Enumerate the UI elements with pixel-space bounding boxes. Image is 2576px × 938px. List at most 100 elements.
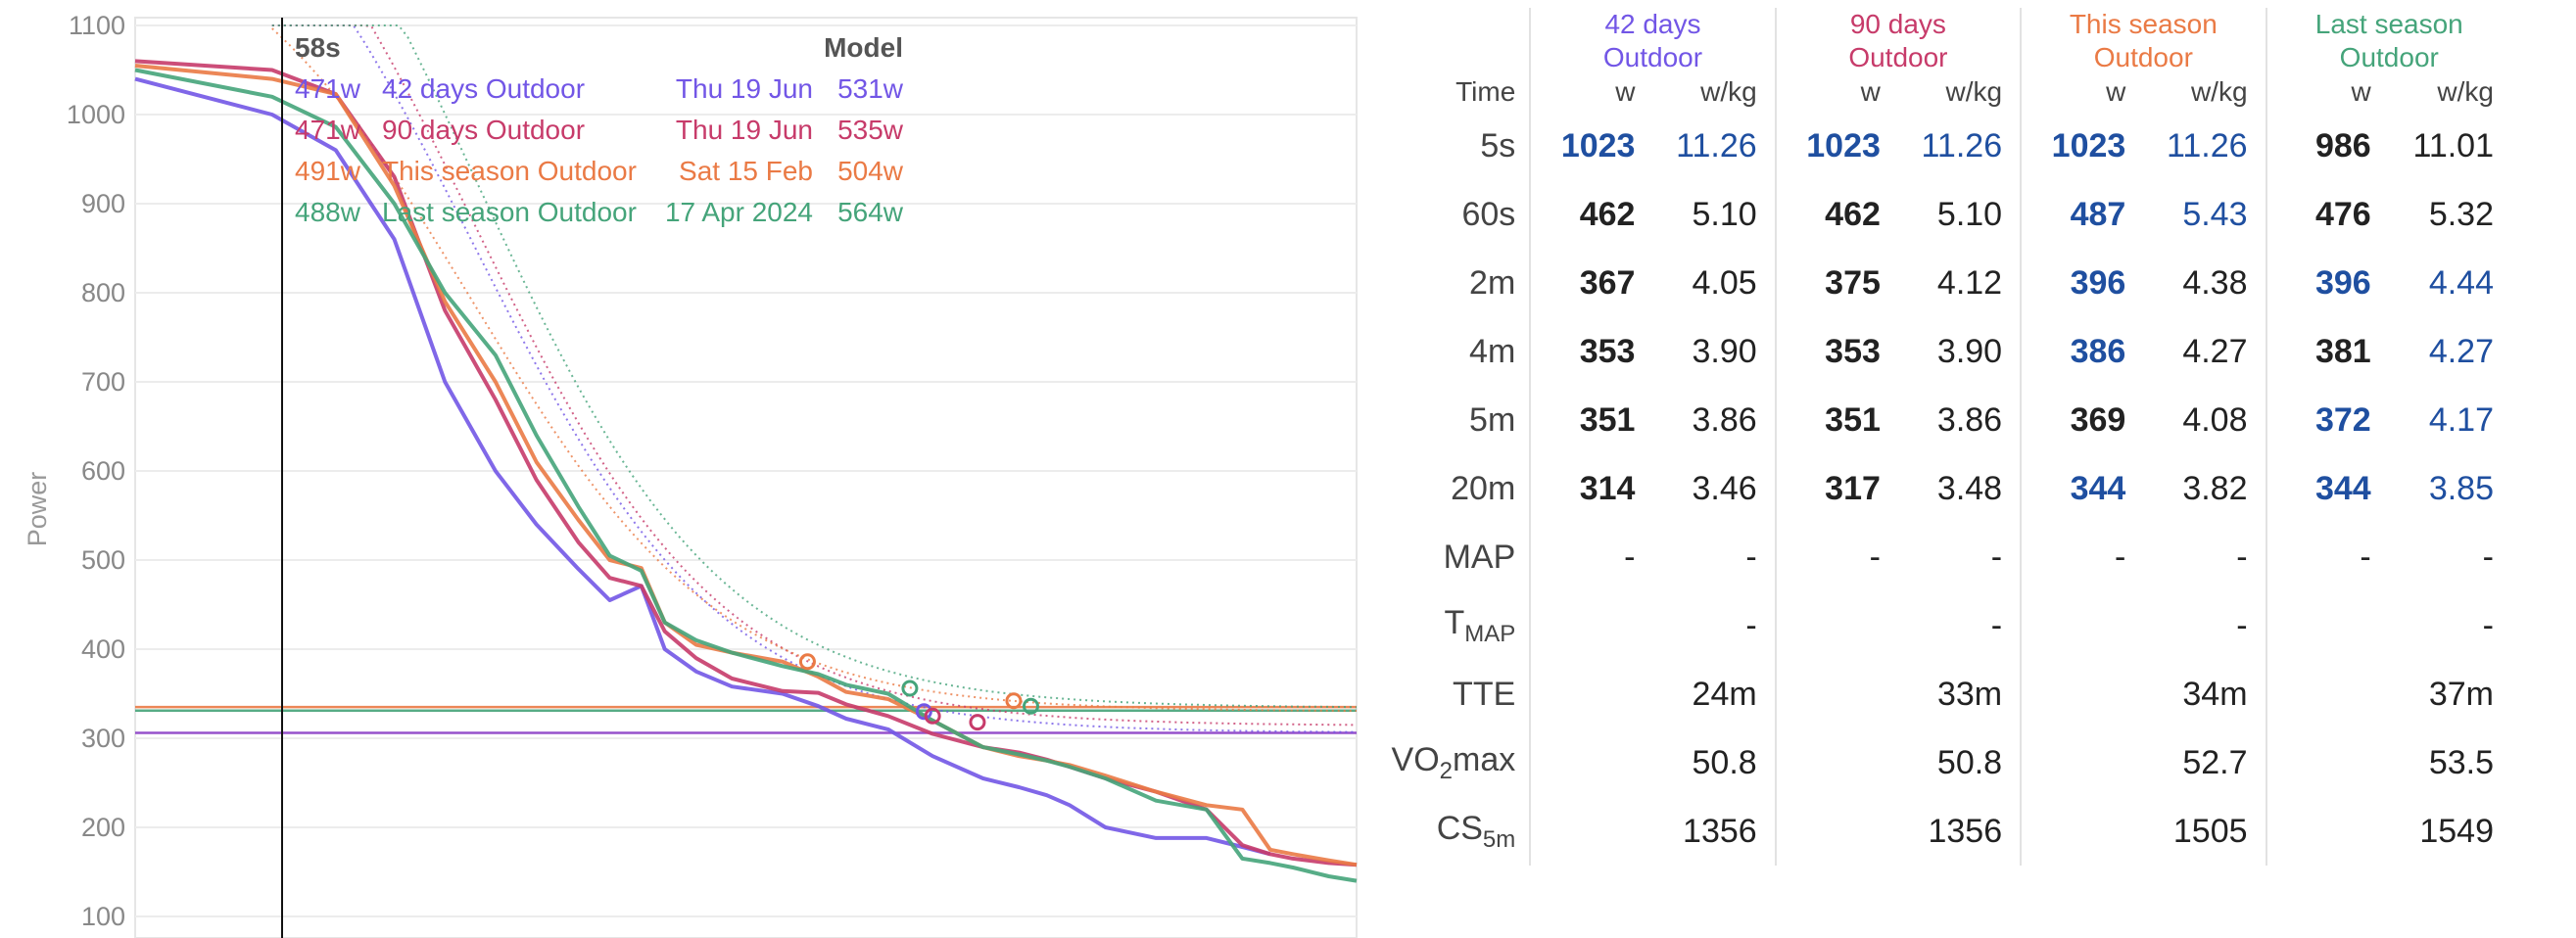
cell-watts: 351 [1774, 386, 1898, 454]
cell-watts: 462 [1529, 180, 1653, 249]
row-label: TMAP [1444, 603, 1516, 647]
legend-date: Sat 15 Feb [679, 156, 813, 186]
cell-watts: 351 [1529, 386, 1653, 454]
row-label: VO2max [1391, 740, 1516, 784]
cell-watts: 314 [1529, 454, 1653, 523]
cell-watts: 986 [2265, 112, 2389, 180]
group-header-line2: Outdoor [2339, 42, 2439, 72]
y-tick-label: 900 [81, 189, 125, 218]
cell-watts: 487 [2020, 180, 2144, 249]
cell-watts [2020, 797, 2144, 866]
row-label: 5m [1469, 400, 1516, 439]
legend-date: Thu 19 Jun [676, 73, 813, 104]
legend-name: This season Outdoor [382, 156, 637, 186]
cell-wkg: - [1990, 538, 2003, 576]
cell-watts: 381 [2265, 317, 2389, 386]
best-effort-marker [969, 714, 986, 731]
cell-wkg: 50.8 [1936, 743, 2003, 781]
best-effort-marker [915, 703, 932, 721]
table-group-header-row: 42 days Outdoor 90 days Outdoor This season O… [1375, 8, 2511, 76]
cell-watts: 476 [2265, 180, 2389, 249]
cell-wkg: 5.10 [1936, 195, 2003, 233]
legend-value: 471w [295, 115, 361, 145]
cell-watts [1774, 797, 1898, 866]
group-header[interactable]: This season Outdoor [2020, 8, 2266, 76]
power-summary-table: 42 days Outdoor 90 days Outdoor This season O… [1375, 8, 2511, 866]
y-tick-label: 1000 [67, 100, 125, 129]
cell-watts: - [2020, 523, 2144, 591]
cell-watts [2020, 728, 2144, 797]
cell-watts [1774, 728, 1898, 797]
cell-watts: 353 [1774, 317, 1898, 386]
cell-wkg: - [1990, 606, 2003, 644]
cell-wkg: 4.05 [1692, 263, 1757, 302]
unit-wkg-header: w/kg [1700, 76, 1757, 107]
plot-frame [134, 17, 1358, 938]
table-row: 5s 1023 11.26 1023 11.26 1023 11.26 986 11.01 [1375, 112, 2511, 180]
unit-w-header: w [1529, 76, 1653, 112]
cell-wkg: 4.17 [2428, 400, 2494, 439]
series-lines [134, 59, 1358, 883]
table-row: 2m 367 4.05 375 4.12 396 4.38 396 4.44 [1375, 249, 2511, 317]
table-row: TMAP - - - - [1375, 591, 2511, 660]
cell-watts: - [1529, 523, 1653, 591]
cell-wkg: 1549 [2419, 812, 2494, 850]
cell-wkg: 4.27 [2182, 332, 2248, 370]
cp-lines [135, 705, 1357, 734]
y-axis-title: Power [23, 472, 52, 547]
legend-name: 42 days Outdoor [382, 73, 585, 104]
cell-wkg: 5.32 [2428, 195, 2494, 233]
series-line [134, 64, 1358, 868]
cell-wkg: 11.26 [1921, 126, 2003, 164]
power-curve-chart[interactable]: 100 200 300 400 500 600 700 800 900 1000 1100 Powe… [0, 0, 1371, 938]
cell-watts [1529, 728, 1653, 797]
cell-wkg: - [1745, 538, 1757, 576]
row-label: CS5m [1436, 809, 1516, 853]
cell-wkg: 33m [1936, 675, 2003, 713]
cell-watts: 344 [2265, 454, 2389, 523]
cell-watts [1529, 660, 1653, 728]
best-effort-markers [798, 653, 1039, 731]
cell-wkg: 11.01 [2412, 126, 2494, 164]
cell-wkg: 3.85 [2428, 469, 2494, 507]
table-row: VO2max 50.8 50.8 52.7 53.5 [1375, 728, 2511, 797]
cell-wkg: - [2482, 606, 2494, 644]
cell-wkg: 3.86 [1936, 400, 2003, 439]
cell-watts: 372 [2265, 386, 2389, 454]
table-corner [1375, 8, 1530, 76]
cell-wkg: 1356 [1683, 812, 1757, 850]
cell-watts: 1023 [1774, 112, 1898, 180]
group-header[interactable]: 42 days Outdoor [1529, 8, 1776, 76]
y-tick-label: 400 [81, 634, 125, 664]
group-header[interactable]: 90 days Outdoor [1774, 8, 2022, 76]
row-label: 20m [1451, 469, 1516, 507]
group-header-line2: Outdoor [2093, 42, 2193, 72]
legend-name: Last season Outdoor [382, 197, 637, 227]
unit-wkg-header: w/kg [2190, 76, 2248, 107]
cell-watts: 462 [1774, 180, 1898, 249]
legend-name: 90 days Outdoor [382, 115, 585, 145]
cell-watts: 353 [1529, 317, 1653, 386]
cell-watts [2265, 797, 2389, 866]
legend-model: 504w [837, 156, 904, 186]
cell-wkg: - [2236, 538, 2248, 576]
best-effort-marker [901, 680, 919, 697]
cell-watts [2265, 728, 2389, 797]
series-line [134, 68, 1358, 883]
table-row: 5m 351 3.86 351 3.86 369 4.08 372 4.17 [1375, 386, 2511, 454]
power-table: 42 days Outdoor 90 days Outdoor This season O… [1375, 8, 2511, 866]
cell-watts: - [1774, 523, 1898, 591]
chart-grid [134, 17, 1358, 938]
legend-model: 564w [837, 197, 904, 227]
unit-w-header: w [2020, 76, 2144, 112]
cell-wkg: 11.26 [2166, 126, 2248, 164]
cell-wkg: - [1745, 606, 1757, 644]
cell-watts: - [2265, 523, 2389, 591]
cell-watts [2020, 660, 2144, 728]
cell-watts [2265, 660, 2389, 728]
group-header[interactable]: Last season Outdoor [2265, 8, 2511, 76]
cell-watts [2020, 591, 2144, 660]
table-row: TTE 24m 33m 34m 37m [1375, 660, 2511, 728]
cell-wkg: 3.82 [2182, 469, 2248, 507]
cell-wkg: 52.7 [2182, 743, 2248, 781]
